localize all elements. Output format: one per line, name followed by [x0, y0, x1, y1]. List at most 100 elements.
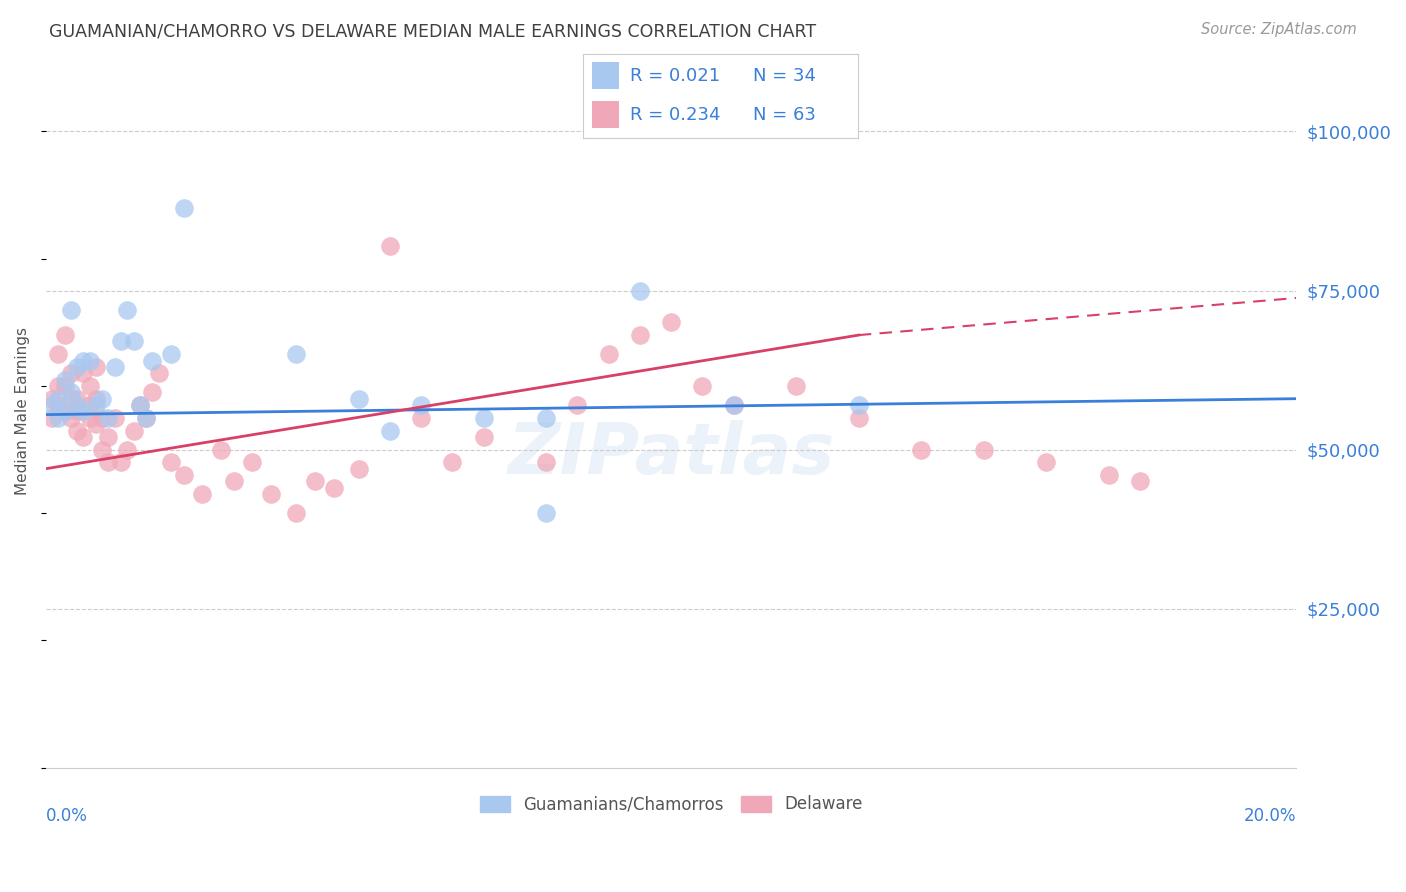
Point	[191, 487, 214, 501]
Point	[59, 410, 82, 425]
Point	[209, 442, 232, 457]
Point	[59, 366, 82, 380]
Point	[848, 398, 870, 412]
Point	[48, 379, 70, 393]
Point	[173, 201, 195, 215]
Point	[441, 455, 464, 469]
Point	[72, 430, 94, 444]
Point	[79, 410, 101, 425]
Point	[1129, 475, 1152, 489]
Point	[304, 475, 326, 489]
Point	[135, 410, 157, 425]
Text: GUAMANIAN/CHAMORRO VS DELAWARE MEDIAN MALE EARNINGS CORRELATION CHART: GUAMANIAN/CHAMORRO VS DELAWARE MEDIAN MA…	[49, 22, 817, 40]
Point	[48, 398, 70, 412]
Point	[910, 442, 932, 457]
Point	[84, 417, 107, 432]
Point	[117, 302, 139, 317]
Point	[723, 398, 745, 412]
Point	[41, 398, 63, 412]
Point	[534, 506, 557, 520]
Text: R = 0.234: R = 0.234	[630, 105, 721, 123]
Point	[411, 410, 433, 425]
Point	[135, 410, 157, 425]
Point	[79, 353, 101, 368]
Point	[48, 410, 70, 425]
Bar	[592, 62, 619, 89]
Point	[973, 442, 995, 457]
Point	[472, 430, 495, 444]
Point	[48, 392, 70, 406]
Point	[97, 430, 120, 444]
Point	[692, 379, 714, 393]
Point	[141, 353, 163, 368]
Point	[104, 410, 127, 425]
Point	[122, 334, 145, 349]
Point	[79, 398, 101, 412]
Point	[91, 392, 114, 406]
Point	[347, 461, 370, 475]
Point	[378, 239, 401, 253]
Point	[48, 347, 70, 361]
Point	[66, 398, 89, 412]
Point	[378, 424, 401, 438]
Point	[84, 398, 107, 412]
Point	[240, 455, 263, 469]
Point	[160, 347, 183, 361]
Point	[285, 347, 308, 361]
Point	[128, 398, 150, 412]
Point	[1098, 468, 1121, 483]
Point	[66, 392, 89, 406]
Text: 0.0%: 0.0%	[46, 807, 87, 825]
Point	[285, 506, 308, 520]
Point	[141, 385, 163, 400]
Point	[72, 404, 94, 418]
Point	[53, 404, 76, 418]
Point	[110, 455, 132, 469]
Point	[472, 410, 495, 425]
Point	[84, 392, 107, 406]
Point	[72, 366, 94, 380]
Point	[79, 379, 101, 393]
Text: Source: ZipAtlas.com: Source: ZipAtlas.com	[1201, 22, 1357, 37]
Point	[659, 315, 682, 329]
Point	[66, 424, 89, 438]
Point	[97, 410, 120, 425]
Point	[534, 455, 557, 469]
Point	[173, 468, 195, 483]
Point	[411, 398, 433, 412]
Y-axis label: Median Male Earnings: Median Male Earnings	[15, 327, 30, 495]
Point	[84, 359, 107, 374]
Text: R = 0.021: R = 0.021	[630, 67, 720, 85]
Legend: Guamanians/Chamorros, Delaware: Guamanians/Chamorros, Delaware	[474, 789, 869, 820]
Point	[66, 404, 89, 418]
Point	[91, 442, 114, 457]
Point	[41, 392, 63, 406]
Point	[97, 455, 120, 469]
Text: ZIPatlas: ZIPatlas	[508, 419, 835, 489]
Point	[628, 328, 651, 343]
Text: N = 34: N = 34	[754, 67, 817, 85]
Point	[128, 398, 150, 412]
Bar	[592, 101, 619, 128]
Point	[122, 424, 145, 438]
Point	[59, 302, 82, 317]
Point	[160, 455, 183, 469]
Point	[91, 410, 114, 425]
Point	[848, 410, 870, 425]
Point	[347, 392, 370, 406]
Point	[534, 410, 557, 425]
Text: N = 63: N = 63	[754, 105, 817, 123]
Text: 20.0%: 20.0%	[1244, 807, 1296, 825]
Point	[785, 379, 807, 393]
Point	[598, 347, 620, 361]
Point	[260, 487, 283, 501]
Point	[628, 284, 651, 298]
Point	[53, 404, 76, 418]
Point	[59, 385, 82, 400]
Point	[104, 359, 127, 374]
Point	[53, 379, 76, 393]
Point	[66, 359, 89, 374]
Point	[222, 475, 245, 489]
Point	[59, 392, 82, 406]
Point	[117, 442, 139, 457]
